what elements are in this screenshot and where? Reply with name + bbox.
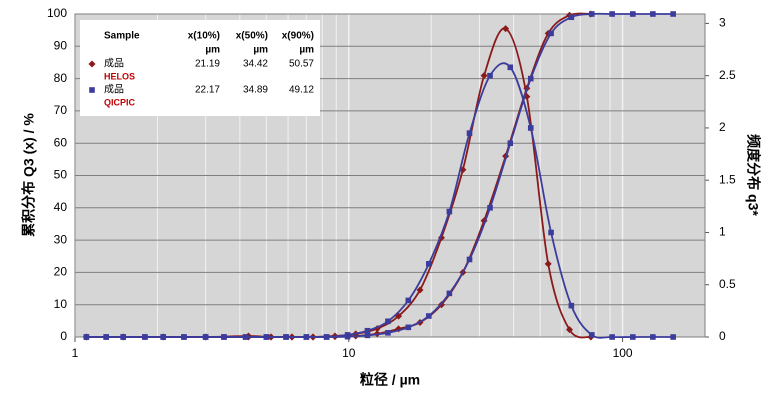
- marker: [181, 334, 187, 340]
- marker: [568, 302, 575, 309]
- marker: [589, 332, 595, 338]
- marker: [83, 334, 90, 340]
- legend-header: x(90%): [282, 31, 314, 42]
- y2-tick-label: 2.5: [719, 68, 736, 82]
- legend-unit: µm: [205, 45, 220, 56]
- marker: [502, 25, 510, 33]
- legend-header: x(10%): [188, 31, 220, 42]
- marker: [527, 75, 534, 82]
- marker: [589, 11, 595, 17]
- marker: [426, 261, 432, 267]
- marker: [670, 334, 676, 340]
- marker: [544, 260, 552, 268]
- marker: [466, 130, 473, 136]
- marker: [221, 334, 227, 340]
- y-tick-label: 0: [60, 329, 67, 343]
- marker: [527, 125, 534, 131]
- marker: [466, 256, 473, 263]
- marker: [160, 334, 167, 340]
- y2-tick-label: 1.5: [719, 172, 736, 186]
- marker: [283, 334, 289, 340]
- marker: [630, 11, 636, 17]
- legend-value: 21.19: [195, 59, 220, 70]
- legend-header: Sample: [104, 31, 140, 42]
- x-tick-label: 100: [613, 346, 633, 360]
- x-tick-label: 10: [342, 346, 356, 360]
- marker: [487, 72, 493, 79]
- marker: [548, 30, 554, 37]
- y-axis-label: 累积分布 Q3 (x) / %: [21, 113, 37, 237]
- legend-value: 34.89: [243, 85, 268, 96]
- marker: [650, 11, 656, 17]
- y-tick-label: 50: [54, 168, 68, 182]
- marker: [142, 334, 148, 340]
- legend-value: 34.42: [243, 59, 268, 70]
- y-tick-label: 10: [54, 297, 68, 311]
- y2-tick-label: 3: [719, 16, 726, 30]
- marker: [120, 334, 127, 340]
- legend-method: QICPIC: [104, 97, 136, 107]
- y2-axis-label: 频度分布 q3*: [745, 134, 761, 216]
- marker: [323, 334, 330, 340]
- y2-tick-label: 0: [719, 329, 726, 343]
- marker: [88, 60, 96, 68]
- y-tick-label: 100: [47, 6, 67, 20]
- marker: [566, 326, 574, 334]
- marker: [202, 334, 209, 340]
- plot-border: [74, 13, 706, 338]
- marker: [480, 72, 488, 80]
- marker: [548, 229, 554, 236]
- legend-method: HELOS: [104, 71, 135, 81]
- legend-box: [80, 20, 320, 116]
- marker: [364, 327, 371, 334]
- y-tick-label: 70: [54, 103, 68, 117]
- marker: [263, 334, 270, 340]
- marker: [609, 334, 615, 340]
- legend-name: 成品: [104, 58, 124, 70]
- marker: [344, 332, 351, 338]
- marker: [416, 286, 424, 294]
- legend-value: 22.17: [195, 85, 220, 96]
- y2-tick-label: 0.5: [719, 277, 736, 291]
- marker: [446, 208, 453, 215]
- marker: [507, 64, 514, 71]
- x-tick-label: 1: [72, 346, 79, 360]
- marker: [89, 87, 95, 93]
- marker: [405, 324, 412, 331]
- y-tick-label: 80: [54, 71, 68, 85]
- marker: [630, 334, 636, 340]
- marker: [103, 334, 109, 340]
- marker: [405, 297, 412, 304]
- marker: [609, 11, 615, 17]
- marker: [364, 332, 371, 339]
- legend-unit: µm: [299, 45, 314, 56]
- marker: [385, 330, 391, 336]
- legend-value: 50.57: [289, 59, 314, 70]
- legend-name: 成品: [104, 84, 124, 96]
- y-tick-label: 30: [54, 232, 68, 246]
- marker: [507, 140, 514, 146]
- marker: [446, 290, 453, 297]
- marker: [426, 313, 432, 319]
- legend-header: x(50%): [236, 31, 268, 42]
- marker: [303, 334, 310, 340]
- y-tick-label: 60: [54, 135, 68, 149]
- legend-unit: µm: [253, 45, 268, 56]
- legend-value: 49.12: [289, 85, 314, 96]
- y-tick-label: 20: [54, 265, 68, 279]
- marker: [385, 318, 391, 325]
- marker: [670, 11, 676, 17]
- y2-tick-label: 1: [719, 225, 726, 239]
- y-tick-label: 90: [54, 38, 68, 52]
- y2-tick-label: 2: [719, 120, 726, 134]
- marker: [242, 334, 249, 340]
- y-tick-label: 40: [54, 200, 68, 214]
- marker: [568, 14, 575, 21]
- marker: [487, 205, 493, 211]
- x-axis-label: 粒径 / µm: [360, 372, 420, 388]
- marker: [650, 334, 656, 340]
